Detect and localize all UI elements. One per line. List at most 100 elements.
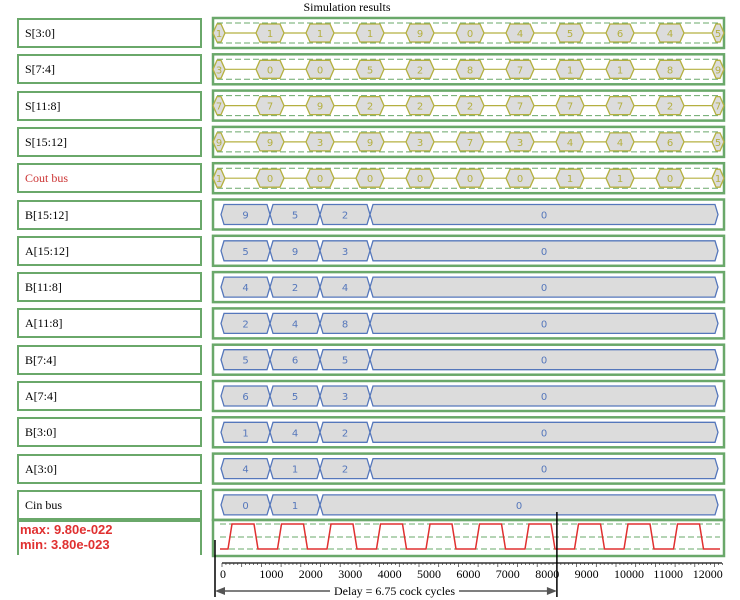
title-text: Simulation results	[303, 0, 391, 14]
value-hex	[455, 59, 485, 79]
clock-minmax-label: max: 9.80e-022 min: 3.80e-023	[20, 522, 113, 552]
tick-label: 7000	[496, 567, 520, 581]
value-text: 9	[216, 138, 222, 149]
signal-row: 4 2 4 0	[211, 270, 726, 304]
value-text: 4	[242, 465, 248, 476]
value-hex	[555, 59, 585, 79]
value-hex	[711, 59, 725, 79]
signal-label: B[3:0]	[17, 417, 202, 448]
signal-label: Cin bus	[17, 489, 202, 520]
value-hex	[255, 132, 285, 152]
signal-label: B[11:8]	[17, 272, 202, 303]
value-text: 1	[216, 174, 222, 185]
value-hex	[405, 59, 435, 79]
signal-row: 1 0 0 0 0 0 0 1 1 0 1	[211, 161, 726, 195]
value-hex	[455, 23, 485, 43]
value-text: 0	[541, 319, 547, 330]
tick-label: 2000	[299, 567, 323, 581]
value-text: 1	[317, 29, 323, 40]
value-text: 0	[367, 174, 373, 185]
signal-row: 0 1 0	[211, 488, 726, 522]
signal-row: 4 1 2 0	[211, 452, 726, 485]
value-text: 4	[342, 283, 348, 294]
value-hex	[555, 95, 585, 116]
value-hex	[405, 23, 435, 43]
clock-min: min: 3.80e-023	[20, 537, 110, 552]
value-text: 3	[342, 392, 348, 403]
value-text: 7	[517, 102, 523, 113]
signal-label: Cout bus	[17, 163, 202, 194]
value-text: 4	[292, 428, 298, 439]
value-text: 1	[242, 428, 248, 439]
value-hex	[305, 132, 335, 152]
bus-segment	[369, 240, 719, 262]
value-hex	[555, 23, 585, 43]
value-text: 3	[342, 247, 348, 258]
bus-segment	[319, 494, 719, 516]
value-text: 2	[242, 319, 248, 330]
value-text: 7	[567, 102, 573, 113]
value-text: 0	[467, 174, 473, 185]
signal-label: A[11:8]	[17, 308, 202, 339]
value-hex	[605, 59, 635, 79]
signal-label: A[7:4]	[17, 381, 202, 411]
tick-label: 11000	[653, 567, 683, 581]
value-text: 9	[267, 138, 273, 149]
value-text: 1	[617, 65, 623, 76]
value-text: 1	[367, 29, 373, 40]
tick-label: 6000	[456, 567, 480, 581]
value-text: 1	[715, 174, 721, 185]
value-hex	[255, 95, 285, 116]
value-text: 5	[367, 65, 373, 76]
value-hex	[355, 132, 385, 152]
value-text: 5	[715, 29, 721, 40]
value-text: 9	[715, 65, 721, 76]
value-hex	[505, 132, 535, 152]
value-text: 2	[292, 283, 298, 294]
value-text: 5	[242, 356, 248, 367]
value-text: 2	[342, 465, 348, 476]
value-hex	[255, 59, 285, 79]
wave-frame	[211, 343, 726, 376]
value-text: 0	[516, 501, 522, 512]
value-hex	[212, 168, 226, 188]
signal-label: A[3:0]	[17, 453, 202, 484]
signal-row: 5 6 5 0	[211, 343, 726, 376]
value-text: 2	[467, 102, 473, 113]
value-text: 8	[667, 65, 673, 76]
bus-segment	[369, 349, 719, 371]
signal-label: S[11:8]	[17, 90, 202, 121]
value-hex	[305, 168, 335, 188]
value-hex	[355, 95, 385, 116]
value-text: 7	[715, 102, 721, 113]
signal-row: 9 9 3 9 3 7 3 4 4 6 5	[211, 125, 726, 159]
signal-label: B[7:4]	[17, 344, 202, 375]
value-hex	[655, 95, 685, 116]
signal-label: S[7:4]	[17, 54, 202, 85]
value-text: 0	[541, 211, 547, 222]
value-text: 0	[267, 174, 273, 185]
value-text: 7	[517, 65, 523, 76]
value-text: 6	[667, 138, 673, 149]
bus-segment	[369, 457, 719, 480]
value-text: 7	[467, 138, 473, 149]
value-hex	[455, 95, 485, 116]
value-hex	[455, 132, 485, 152]
value-hex	[605, 132, 635, 152]
value-hex	[711, 132, 725, 152]
signal-row: 1 4 2 0	[211, 416, 726, 449]
value-hex	[255, 23, 285, 43]
wave-frame	[211, 452, 726, 485]
value-hex	[355, 23, 385, 43]
wave-frame	[211, 270, 726, 304]
value-hex	[212, 95, 226, 116]
value-text: 0	[541, 465, 547, 476]
value-text: 1	[292, 465, 298, 476]
value-hex	[655, 59, 685, 79]
value-hex	[655, 168, 685, 188]
bus-segment	[369, 276, 719, 298]
bus-segment	[369, 421, 719, 443]
signal-label: S[15:12]	[17, 126, 202, 157]
value-text: 2	[342, 428, 348, 439]
value-text: 2	[342, 211, 348, 222]
